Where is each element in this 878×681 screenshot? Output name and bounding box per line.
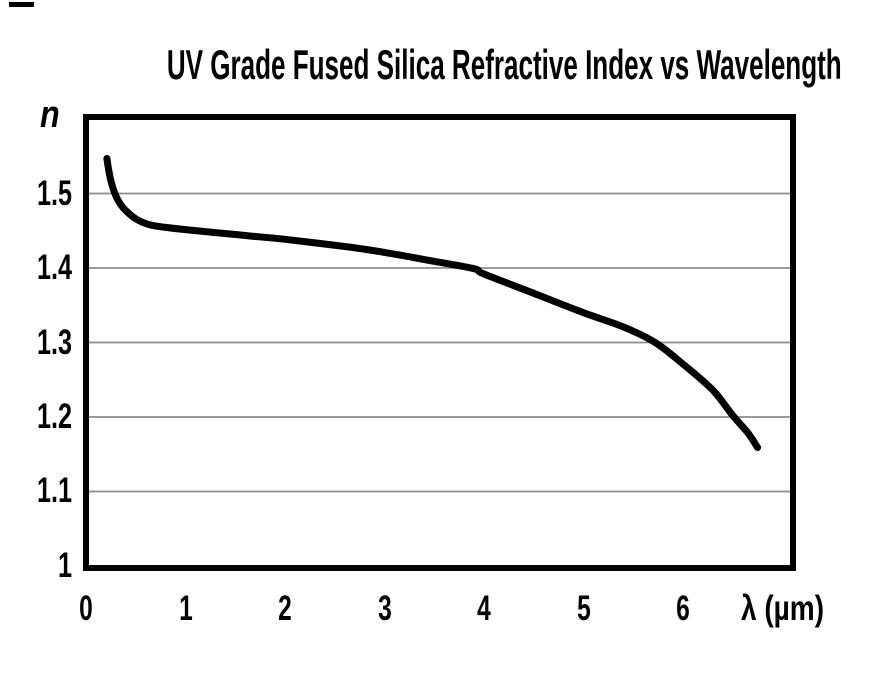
y-tick-label: 1.4 xyxy=(36,248,72,287)
x-tick-label: 5 xyxy=(577,589,591,628)
x-tick-label: 1 xyxy=(179,589,193,628)
y-axis-label: n xyxy=(40,94,60,136)
x-tick-label: 3 xyxy=(378,589,392,628)
top-left-mark xyxy=(9,2,34,7)
plot-border xyxy=(83,114,796,571)
refractive-index-curve xyxy=(103,155,762,451)
x-tick-label: 2 xyxy=(278,589,292,628)
x-tick-label: 6 xyxy=(676,589,690,628)
y-tick-label: 1.5 xyxy=(36,174,72,213)
x-axis-label: λ (µm) xyxy=(741,589,825,628)
y-tick-label: 1 xyxy=(57,546,72,585)
x-tick-label: 0 xyxy=(79,589,93,628)
x-tick-label: 4 xyxy=(477,589,491,628)
y-tick-label: 1.3 xyxy=(36,323,72,362)
y-tick-label: 1.1 xyxy=(36,471,72,510)
y-tick-label: 1.2 xyxy=(36,397,72,436)
